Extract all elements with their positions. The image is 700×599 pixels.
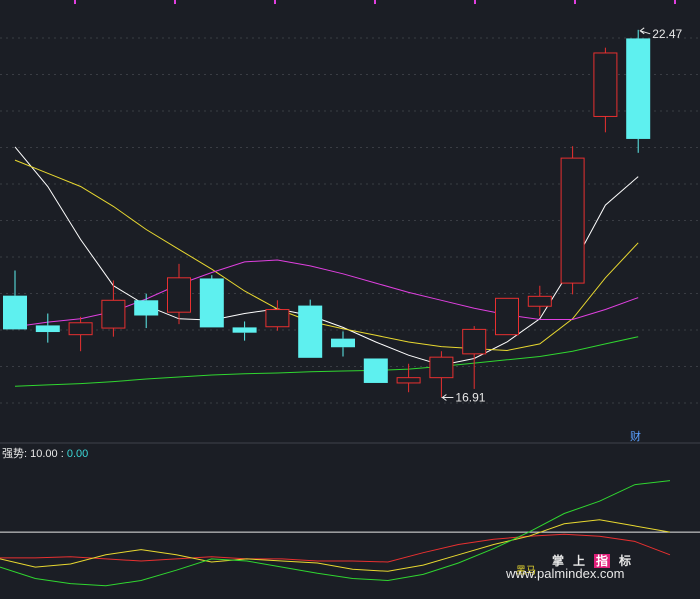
indicator-line-1 [0,533,671,563]
candle[interactable] [527,285,552,317]
watermark-char-3: 指 [594,554,611,568]
label-arrow [440,394,454,401]
watermark-url: www.palmindex.com [506,566,625,581]
top-tick-mark [174,0,176,4]
high-price-label: 22.47 [652,27,682,41]
candle[interactable] [167,263,191,325]
watermark-char-4: 标 [619,554,641,568]
indicator-value-1: 10.00 [30,448,58,460]
top-tick-mark [674,0,676,4]
candle[interactable] [3,270,27,330]
candle[interactable] [199,275,224,328]
indicator-line-2 [0,519,671,572]
low-price-label: 16.91 [455,391,485,405]
candle[interactable] [429,351,454,398]
moving-average-lines [14,146,639,387]
ma-line-1 [14,146,639,366]
candle[interactable] [331,331,355,357]
ma-line-2 [14,159,639,352]
top-tick-mark [274,0,276,4]
candle[interactable] [134,293,159,329]
indicator-line-3 [0,480,671,587]
candle[interactable] [68,316,93,352]
candle[interactable] [265,300,290,331]
watermark-char-2: 上 [573,554,595,568]
top-tick-mark [574,0,576,4]
candle[interactable] [232,321,257,341]
indicator-signal-tag: 黑马 [516,566,536,577]
watermark-char-1: 掌 [552,554,574,568]
candle[interactable] [462,326,487,389]
candle[interactable] [101,280,126,337]
candle[interactable] [495,297,519,336]
top-tick-mark [474,0,476,4]
price-labels: 22.47 16.91 财 [440,27,683,443]
candle[interactable] [35,313,60,343]
watermark-logo: 掌上指标 [552,552,640,569]
indicator-header: 强势: 10.00 : 0.00 [2,448,89,460]
candle[interactable] [626,29,651,153]
indicator-value-2: 0.00 [66,448,89,460]
top-tick-mark [74,0,76,4]
candle[interactable] [396,363,421,393]
top-tick-marks [74,0,676,4]
indicator-name: 强势 [2,448,24,460]
ma-line-4 [14,336,639,387]
top-tick-mark [374,0,376,4]
financial-report-marker[interactable]: 财 [630,429,641,443]
candle[interactable] [560,146,585,295]
candlesticks [3,29,651,398]
indicator-lines [0,480,700,587]
label-arrow [639,27,651,35]
candle[interactable] [363,358,388,383]
candle[interactable] [298,299,323,358]
candle[interactable] [593,47,618,133]
